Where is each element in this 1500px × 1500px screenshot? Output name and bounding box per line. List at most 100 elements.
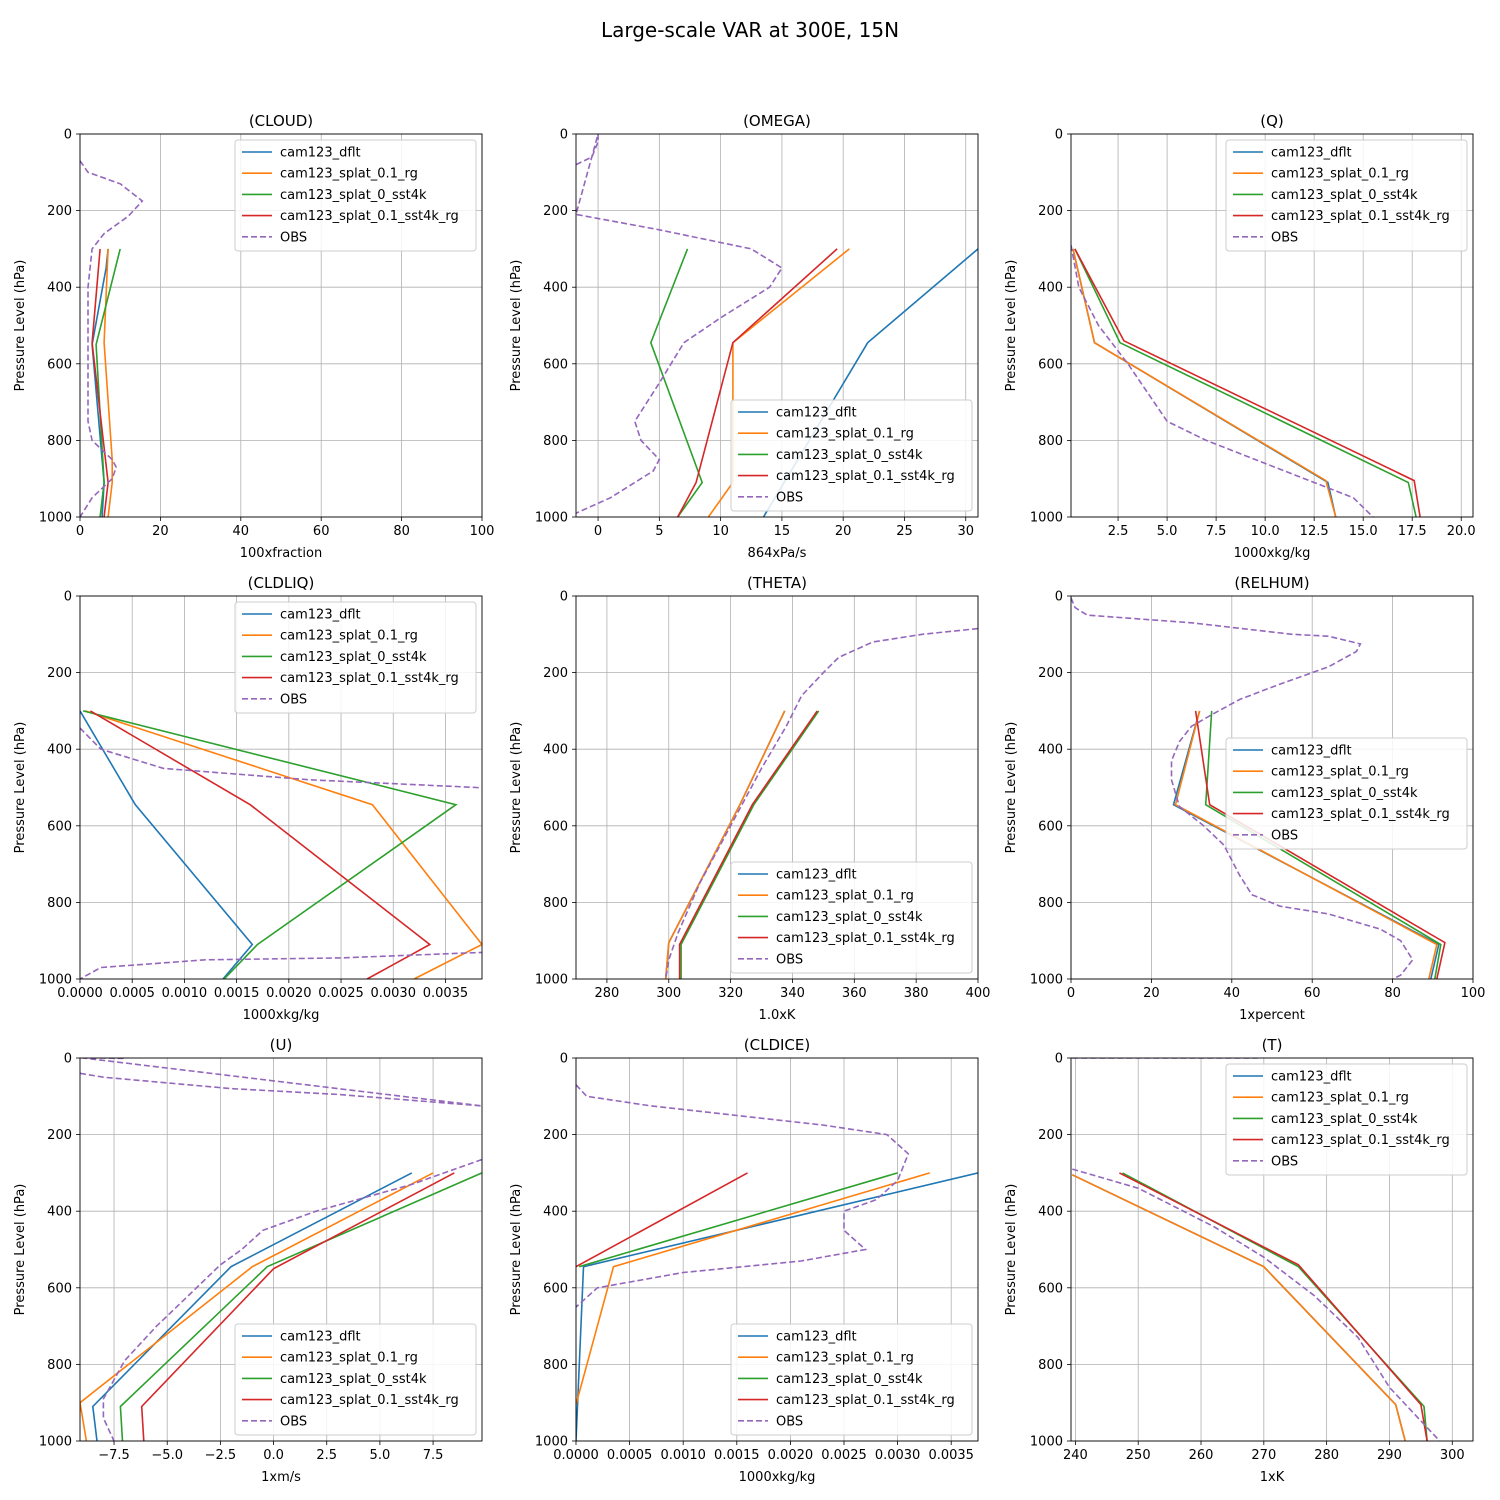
axes-frame: [79, 133, 483, 518]
subplot-title: (Q): [1260, 112, 1284, 130]
legend-label: cam123_splat_0.1_sst4k_rg: [776, 469, 955, 484]
legend-label: OBS: [280, 230, 307, 245]
series-line-cam123-splat-0-1-sst4k-rg: [1119, 1172, 1428, 1441]
x-tick-label: 340: [780, 986, 805, 1001]
series-line-cam123-dflt: [80, 710, 254, 979]
y-tick-label: 0: [64, 590, 72, 605]
series-line-cam123-splat-0-1-sst4k-rg: [140, 1172, 455, 1441]
x-axis-label: 1000xkg/kg: [243, 1008, 320, 1023]
y-tick-label: 800: [543, 434, 568, 449]
legend-label: OBS: [1271, 230, 1298, 245]
series-line-cam123-splat-0-1-sst4k-rg: [1074, 248, 1421, 517]
x-tick-label: 0: [1067, 986, 1075, 1001]
x-tick-label: 0: [594, 524, 602, 539]
subplot-title: (OMEGA): [743, 112, 811, 130]
y-tick-label: 400: [47, 1205, 72, 1220]
y-tick-label: 0: [64, 1052, 72, 1067]
plot-series-group: [80, 1058, 482, 1441]
legend-label: cam123_splat_0.1_rg: [280, 1351, 418, 1366]
y-tick-label: 600: [47, 1281, 72, 1296]
y-tick-label: 0: [1055, 1052, 1063, 1067]
y-tick-label: 1000: [1030, 511, 1063, 526]
legend-label: cam123_dflt: [1271, 1070, 1352, 1085]
legend-box: [234, 139, 477, 252]
legend-label: cam123_splat_0_sst4k: [280, 650, 427, 665]
series-line-cam123-splat-0-1-sst4k-rg: [1194, 710, 1446, 979]
x-tick-label: 0.0020: [768, 1448, 814, 1463]
x-tick-label: 7.5: [423, 1448, 444, 1463]
subplot-title: (U): [270, 1036, 293, 1054]
y-tick-label: 200: [1038, 666, 1063, 681]
x-tick-label: 270: [1251, 1448, 1276, 1463]
x-tick-label: 5: [655, 524, 663, 539]
legend-box: [1225, 737, 1468, 850]
y-axis-label: Pressure Level (hPa): [1004, 260, 1019, 392]
series-line-cam123-splat-0-sst4k: [649, 248, 704, 517]
legend: cam123_dflt cam123_splat_0.1_rg cam123_spl…: [730, 399, 973, 512]
x-tick-label: −7.5: [98, 1448, 130, 1463]
plot-series-group: [80, 710, 482, 979]
series-line-OBS: [102, 1158, 482, 1441]
legend: cam123_dflt cam123_splat_0.1_rg cam123_spl…: [730, 861, 973, 974]
x-axis-label: 1xK: [1260, 1470, 1285, 1485]
legend-label: cam123_dflt: [280, 608, 361, 623]
y-tick-label: 600: [47, 357, 72, 372]
y-tick-label: 400: [47, 743, 72, 758]
y-tick-label: 0: [1055, 590, 1063, 605]
y-tick-label: 1000: [39, 1435, 72, 1450]
y-tick-label: 800: [543, 1358, 568, 1373]
x-tick-label: 300: [656, 986, 681, 1001]
subplot-cldliq: 0.0000 0.0005 0.0010 0.0015 0.0020 0.0025 0.00…: [13, 574, 483, 1023]
y-axis-label: Pressure Level (hPa): [509, 722, 524, 854]
subplot-theta: 280 300 320 340 360 380 400 0 200 400 600 800 1000 (T…: [509, 574, 990, 1023]
y-tick-label: 1000: [535, 511, 568, 526]
x-tick-label: 20.0: [1447, 524, 1476, 539]
subplot-title: (T): [1262, 1036, 1283, 1054]
x-tick-label: 20: [1143, 986, 1160, 1001]
legend-label: cam123_dflt: [1271, 744, 1352, 759]
x-tick-label: 0.0025: [318, 986, 364, 1001]
legend-label: OBS: [776, 1414, 803, 1429]
y-tick-label: 200: [47, 666, 72, 681]
x-axis-label: 864xPa/s: [748, 546, 807, 561]
subplot-relhum: 0 20 40 60 80 10002004006008001000(RELHUM)1xp…: [1004, 574, 1485, 1023]
subplot-title: (THETA): [747, 574, 807, 592]
legend-label: cam123_splat_0.1_rg: [280, 167, 418, 182]
x-tick-label: 0.0000: [57, 986, 103, 1001]
series-line-OBS: [80, 727, 482, 979]
series-line-cam123-splat-0-sst4k: [82, 710, 458, 979]
series-line-cam123-dflt: [1071, 1174, 1406, 1441]
legend-box: [730, 1323, 973, 1436]
x-tick-label: 7.5: [1206, 524, 1227, 539]
legend-label: OBS: [280, 1414, 307, 1429]
series-line-cam123-splat-0-1-rg: [80, 1172, 434, 1441]
legend-box: [730, 399, 973, 512]
x-tick-label: −5.0: [151, 1448, 183, 1463]
legend-box: [1225, 139, 1468, 252]
x-tick-label: 0.0: [263, 1448, 284, 1463]
x-tick-label: 0.0015: [714, 1448, 760, 1463]
y-tick-label: 400: [1038, 743, 1063, 758]
legend-label: cam123_splat_0_sst4k: [776, 1372, 923, 1387]
series-line-cam123-splat-0-sst4k: [119, 1172, 482, 1441]
y-tick-label: 600: [1038, 357, 1063, 372]
x-tick-label: 100: [1461, 986, 1486, 1001]
x-tick-label: 10.0: [1251, 524, 1280, 539]
axes-frame: [1070, 595, 1474, 980]
series-line-OBS: [80, 1058, 482, 1107]
series-line-cam123-splat-0-1-sst4k-rg: [678, 710, 818, 979]
legend: cam123_dflt cam123_splat_0.1_rg cam123_spl…: [234, 601, 477, 714]
legend-label: cam123_dflt: [776, 406, 857, 421]
legend-label: cam123_splat_0.1_sst4k_rg: [280, 671, 459, 686]
axes-frame: [79, 1057, 483, 1442]
legend-label: cam123_dflt: [1271, 146, 1352, 161]
x-tick-label: 0.0005: [607, 1448, 653, 1463]
x-axis-label: 1xm/s: [261, 1470, 301, 1485]
x-tick-label: 10: [712, 524, 729, 539]
y-tick-label: 1000: [39, 973, 72, 988]
y-tick-label: 0: [64, 128, 72, 143]
series-line-cam123-splat-0-1-sst4k-rg: [89, 710, 432, 979]
plot-series-group: [576, 1084, 978, 1441]
x-axis-label: 1000xkg/kg: [739, 1470, 816, 1485]
subplot-cldice: 0.0000 0.0005 0.0010 0.0015 0.0020 0.0025 0.00…: [509, 1036, 979, 1485]
